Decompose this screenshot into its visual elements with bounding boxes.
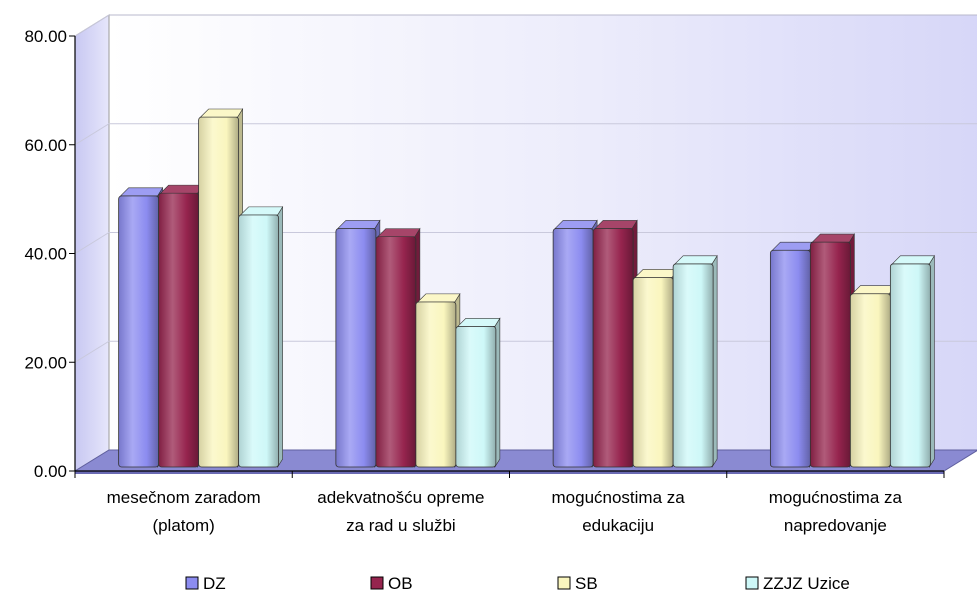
legend-swatch bbox=[370, 576, 384, 590]
bar bbox=[375, 227, 421, 469]
bar-front bbox=[592, 228, 634, 468]
bar bbox=[455, 317, 501, 469]
bar-top bbox=[377, 228, 421, 237]
bar-top bbox=[239, 206, 284, 216]
bar-front bbox=[455, 325, 497, 468]
bar bbox=[889, 254, 935, 469]
bar-front bbox=[238, 214, 280, 468]
bar-front bbox=[552, 228, 594, 468]
category-label-line: mesečnom zaradom bbox=[107, 488, 261, 507]
category-label-line: (platom) bbox=[152, 516, 214, 535]
legend-label: ZZJZ Uzice bbox=[763, 574, 850, 593]
category-label-line: mogućnostima za bbox=[769, 488, 903, 507]
y-tick-label: 60.00 bbox=[24, 136, 67, 155]
legend-label: SB bbox=[575, 574, 598, 593]
y-tick-label: 20.00 bbox=[24, 353, 67, 372]
bar-top bbox=[457, 318, 501, 327]
bar-top bbox=[811, 233, 855, 243]
bar-top bbox=[337, 220, 381, 229]
legend-swatch bbox=[745, 576, 759, 590]
bar-top bbox=[594, 220, 638, 229]
bar-top bbox=[891, 255, 935, 265]
category-label: mogućnostima za napredovanje bbox=[769, 488, 903, 535]
category-label: adekvatnošću opreme za rad u službi bbox=[317, 488, 484, 535]
bar-front bbox=[198, 116, 240, 468]
category-label: mogućnostima za edukaciju bbox=[552, 488, 686, 535]
bar-front bbox=[849, 293, 891, 468]
bar bbox=[552, 219, 598, 469]
gridline bbox=[74, 123, 977, 146]
category-label-line: napredovanje bbox=[784, 516, 887, 535]
bar bbox=[809, 233, 855, 469]
category-label-line: adekvatnošću opreme bbox=[317, 488, 484, 507]
bar bbox=[592, 219, 638, 469]
bar-front bbox=[375, 236, 417, 468]
bar bbox=[632, 268, 678, 469]
legend-item: DZ bbox=[185, 574, 226, 593]
bar-front bbox=[672, 263, 714, 468]
category-label-line: mogućnostima za bbox=[552, 488, 686, 507]
y-tick-label: 0.00 bbox=[34, 462, 67, 481]
bar-front bbox=[632, 277, 674, 468]
y-tick-label: 80.00 bbox=[24, 27, 67, 46]
bar bbox=[198, 107, 244, 469]
bar-top bbox=[417, 293, 461, 303]
bar-front bbox=[158, 192, 200, 468]
bar-top bbox=[199, 108, 244, 118]
bar bbox=[769, 241, 815, 469]
gridline bbox=[74, 232, 977, 254]
legend-item: SB bbox=[557, 574, 598, 593]
legend-item: OB bbox=[370, 574, 413, 593]
legend-swatch bbox=[557, 576, 571, 590]
legend-swatch bbox=[185, 576, 199, 590]
bar bbox=[158, 184, 204, 469]
bar-front bbox=[118, 195, 160, 468]
category-label: mesečnom zaradom (platom) bbox=[107, 488, 261, 535]
bar-front bbox=[809, 241, 851, 468]
bar-top bbox=[554, 220, 598, 229]
bar bbox=[672, 254, 718, 469]
bar-front bbox=[415, 301, 457, 468]
bar-top bbox=[119, 187, 164, 197]
legend-label: DZ bbox=[203, 574, 226, 593]
bar-front bbox=[335, 228, 377, 468]
legend-item: ZZJZ Uzice bbox=[745, 574, 850, 593]
category-label-line: za rad u službi bbox=[346, 516, 456, 535]
bar bbox=[118, 186, 164, 469]
bar bbox=[335, 219, 381, 469]
category-label-line: edukaciju bbox=[582, 516, 654, 535]
bar-top bbox=[674, 255, 718, 265]
bar bbox=[415, 292, 461, 469]
bar bbox=[238, 205, 284, 469]
bar-front bbox=[889, 263, 931, 468]
bar bbox=[849, 284, 895, 469]
legend-label: OB bbox=[388, 574, 413, 593]
y-tick-label: 40.00 bbox=[24, 245, 67, 264]
bar-front bbox=[769, 249, 811, 468]
